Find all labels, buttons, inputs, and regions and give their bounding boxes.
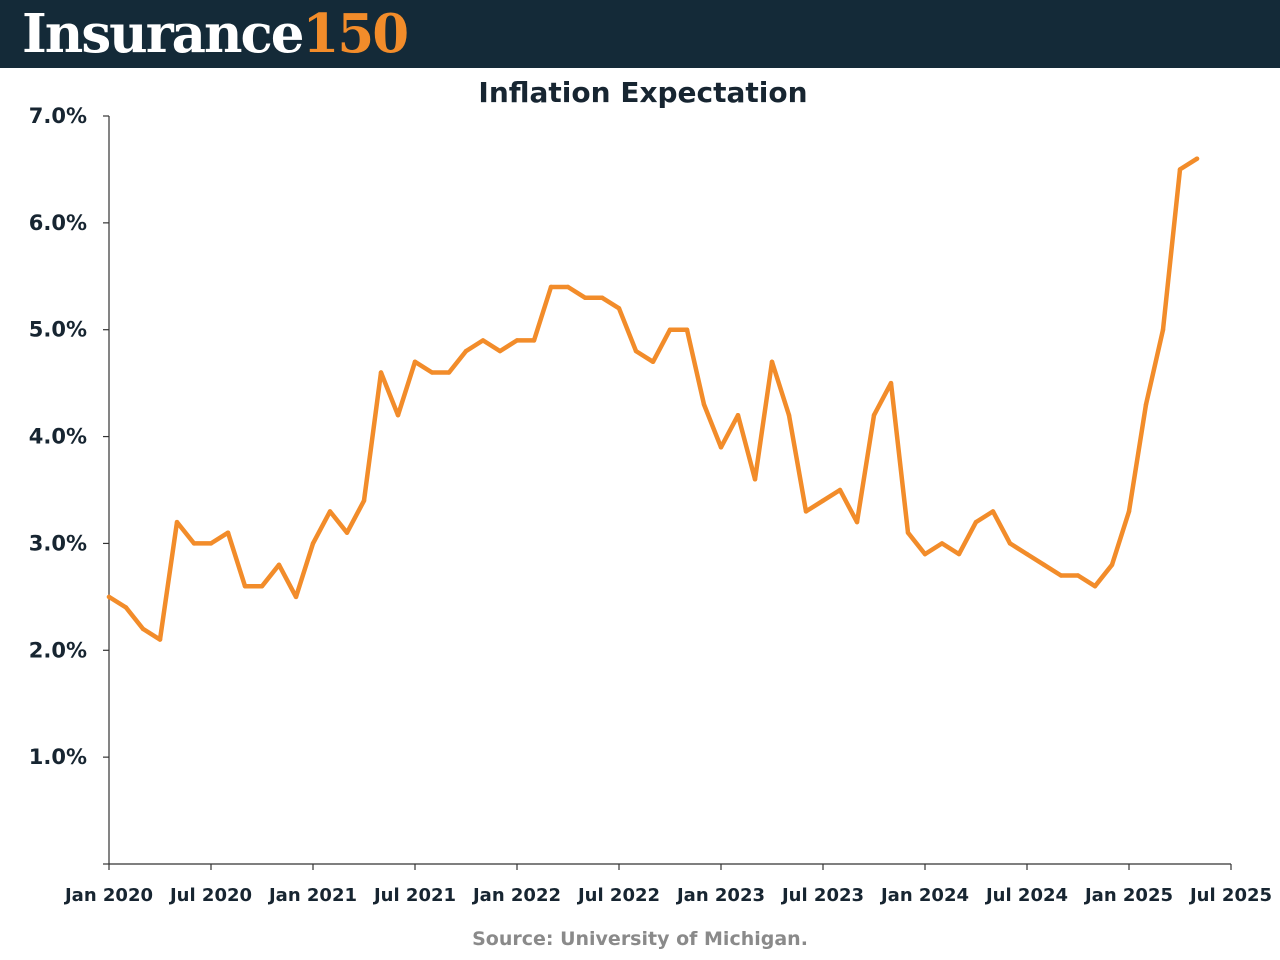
data-point [106, 594, 112, 600]
data-point [225, 530, 231, 535]
y-tick-label: 2.0% [29, 638, 87, 662]
data-point [871, 413, 877, 418]
y-tick-label: 3.0% [29, 531, 87, 555]
data-point [990, 509, 996, 514]
chart-title: Inflation Expectation [478, 76, 808, 109]
data-point [378, 370, 384, 375]
data-point [786, 413, 792, 418]
y-tick-label: 1.0% [29, 745, 87, 769]
data-point [463, 348, 469, 354]
brand-word: Insurance [22, 3, 304, 65]
x-tick-label: Jan 2020 [63, 885, 153, 906]
data-point [1160, 327, 1166, 332]
data-point [1177, 167, 1183, 172]
data-point [514, 338, 520, 343]
data-point [718, 445, 724, 450]
brand-number: 150 [302, 3, 410, 65]
data-point [174, 519, 180, 525]
data-point [531, 338, 537, 343]
data-point [259, 584, 265, 589]
x-tick-label: Jul 2021 [372, 885, 456, 906]
brand-logo: Insurance150 [22, 2, 410, 66]
x-tick-label: Jul 2023 [780, 885, 864, 906]
data-point [1194, 156, 1200, 161]
header-bar: Insurance150 [0, 0, 1280, 68]
y-axis-ticks: 1.0% 2.0% 3.0% 4.0% 5.0% 6.0% 7.0% [29, 104, 109, 865]
data-point [973, 519, 979, 525]
data-point [310, 541, 316, 546]
data-point [429, 370, 435, 375]
data-point [548, 284, 554, 290]
data-point [361, 498, 367, 503]
source-note: Source: University of Michigan. [472, 928, 808, 950]
data-point [582, 295, 588, 300]
data-point [1007, 541, 1013, 546]
data-point [123, 605, 129, 610]
data-point [1075, 573, 1081, 578]
data-point [242, 584, 248, 589]
y-tick-label: 6.0% [29, 211, 87, 235]
data-point [633, 348, 639, 354]
data-point [293, 594, 299, 600]
x-tick-label: Jul 2020 [168, 885, 252, 906]
series-layer [106, 156, 1200, 642]
data-point [888, 380, 894, 386]
x-tick-label: Jul 2025 [1188, 885, 1272, 906]
data-point [327, 509, 333, 514]
x-axis-ticks: Jan 2020 Jul 2020 Jan 2021 Jul 2021 Jan 2022… [63, 864, 1272, 906]
data-point [939, 541, 945, 546]
data-point [616, 306, 622, 311]
x-tick-label: Jul 2024 [984, 885, 1068, 906]
data-point [480, 338, 486, 343]
data-point [1058, 573, 1064, 578]
data-point [769, 359, 775, 364]
data-point [1126, 509, 1132, 514]
data-point [1143, 402, 1149, 407]
data-point [344, 530, 350, 535]
x-tick-label: Jan 2024 [879, 885, 969, 906]
data-point [208, 541, 214, 546]
data-point [395, 413, 401, 418]
x-tick-label: Jul 2022 [576, 885, 660, 906]
data-point [1109, 562, 1115, 567]
x-tick-label: Jan 2022 [471, 885, 561, 906]
y-tick-label: 4.0% [29, 425, 87, 449]
data-point [905, 530, 911, 535]
data-point [412, 359, 418, 364]
data-point [803, 509, 809, 514]
data-point [446, 370, 452, 375]
data-point [599, 295, 605, 300]
series-line [106, 156, 1200, 642]
data-point [650, 359, 656, 364]
data-point [140, 626, 146, 632]
data-point [837, 487, 843, 493]
data-point [1041, 562, 1047, 567]
data-point [157, 637, 163, 642]
data-point [1024, 551, 1030, 557]
data-point [820, 498, 826, 503]
data-point [854, 519, 860, 525]
y-tick-label: 7.0% [29, 104, 87, 128]
data-point [191, 541, 197, 546]
data-point [735, 413, 741, 418]
data-point [497, 348, 503, 354]
y-tick-label: 5.0% [29, 318, 87, 342]
data-point [667, 327, 673, 332]
data-point [752, 477, 758, 482]
data-point [276, 562, 282, 567]
data-point [565, 284, 571, 290]
data-point [684, 327, 690, 332]
x-tick-label: Jan 2023 [675, 885, 765, 906]
data-point [922, 551, 928, 557]
data-point [1092, 584, 1098, 589]
data-point [701, 402, 707, 407]
x-tick-label: Jan 2025 [1083, 885, 1173, 906]
data-point [956, 551, 962, 557]
x-tick-label: Jan 2021 [267, 885, 357, 906]
